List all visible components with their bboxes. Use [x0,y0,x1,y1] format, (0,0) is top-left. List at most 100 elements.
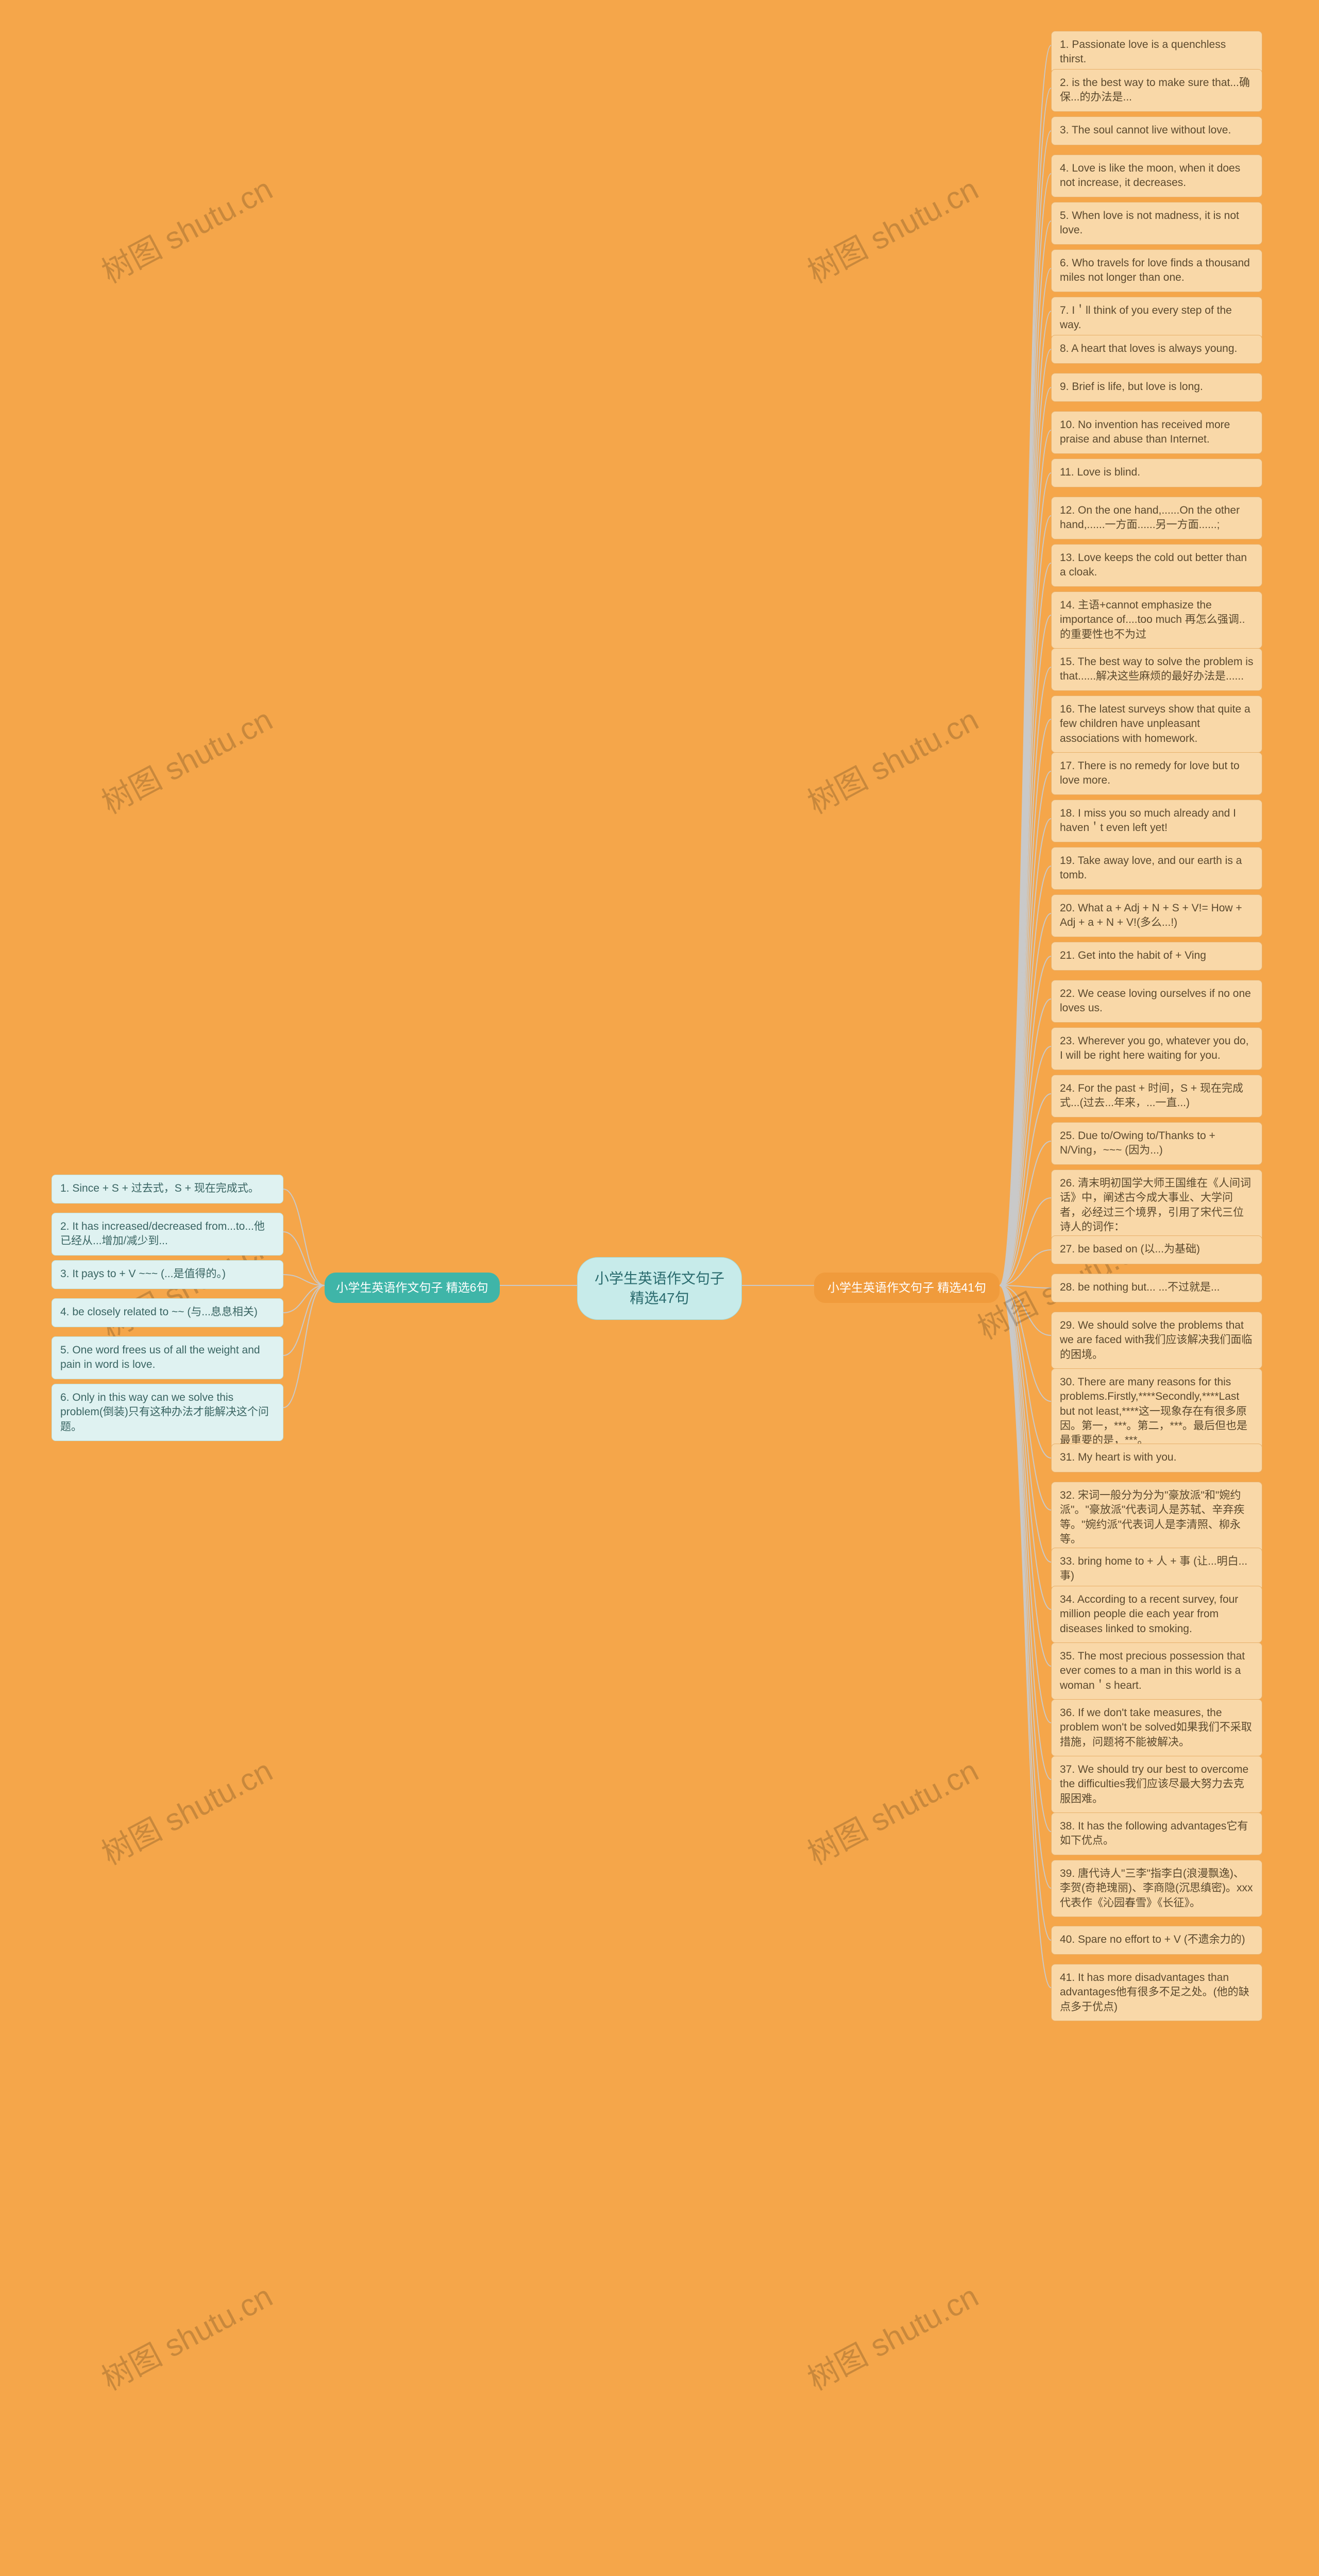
right-leaf-25: 25. Due to/Owing to/Thanks to + N/Ving，~… [1051,1122,1262,1165]
left-leaf-3-label: 3. It pays to + V ~~~ (...是值得的。) [60,1268,226,1280]
right-leaf-19-label: 19. Take away love, and our earth is a t… [1060,855,1242,881]
right-leaf-14-label: 14. 主语+cannot emphasize the importance o… [1060,599,1245,640]
right-leaf-38: 38. It has the following advantages它有如下优… [1051,1812,1262,1855]
right-leaf-33: 33. bring home to + 人 + 事 (让...明白...事) [1051,1548,1262,1590]
left-leaf-6: 6. Only in this way can we solve this pr… [52,1384,283,1441]
right-leaf-17-label: 17. There is no remedy for love but to l… [1060,760,1240,786]
right-leaf-30: 30. There are many reasons for this prob… [1051,1368,1262,1455]
right-leaf-2: 2. is the best way to make sure that...确… [1051,69,1262,112]
right-leaf-23-label: 23. Wherever you go, whatever you do, I … [1060,1035,1249,1061]
right-leaf-28: 28. be nothing but... ...不过就是... [1051,1274,1262,1302]
right-leaf-27: 27. be based on (以...为基础) [1051,1235,1262,1264]
right-leaf-26-label: 26. 清末明初国学大师王国维在《人间词话》中，阐述古今成大事业、大学问者，必经… [1060,1177,1251,1233]
right-leaf-18: 18. I miss you so much already and I hav… [1051,800,1262,842]
right-leaf-34: 34. According to a recent survey, four m… [1051,1586,1262,1643]
right-leaf-6-label: 6. Who travels for love finds a thousand… [1060,257,1250,283]
right-leaf-11: 11. Love is blind. [1051,459,1262,487]
right-leaf-36: 36. If we don't take measures, the probl… [1051,1699,1262,1756]
right-leaf-30-label: 30. There are many reasons for this prob… [1060,1376,1247,1446]
watermark: 树图 shutu.cn [799,2272,985,2399]
right-leaf-36-label: 36. If we don't take measures, the probl… [1060,1707,1252,1748]
right-leaf-9: 9. Brief is life, but love is long. [1051,373,1262,402]
right-leaf-41: 41. It has more disadvantages than advan… [1051,1964,1262,2021]
right-leaf-16-label: 16. The latest surveys show that quite a… [1060,703,1250,744]
right-leaf-5-label: 5. When love is not madness, it is not l… [1060,210,1239,236]
right-leaf-38-label: 38. It has the following advantages它有如下优… [1060,1820,1248,1846]
left-leaf-6-label: 6. Only in this way can we solve this pr… [60,1392,269,1433]
right-leaf-39-label: 39. 唐代诗人"三李"指李白(浪漫飘逸)、李贺(奇艳瑰丽)、李商隐(沉思缜密)… [1060,1868,1253,1909]
right-leaf-1-label: 1. Passionate love is a quenchless thirs… [1060,39,1226,65]
right-leaf-4-label: 4. Love is like the moon, when it does n… [1060,162,1240,189]
right-leaf-7: 7. I＇ll think of you every step of the w… [1051,297,1262,340]
watermark: 树图 shutu.cn [799,164,985,292]
watermark: 树图 shutu.cn [93,2272,279,2399]
left-leaf-5-label: 5. One word frees us of all the weight a… [60,1344,260,1370]
branch-right-label: 小学生英语作文句子 精选41句 [827,1281,986,1294]
right-leaf-34-label: 34. According to a recent survey, four m… [1060,1594,1238,1635]
right-leaf-40-label: 40. Spare no effort to + V (不遗余力的) [1060,1934,1245,1945]
right-leaf-21: 21. Get into the habit of + Ving [1051,942,1262,971]
right-leaf-12-label: 12. On the one hand,......On the other h… [1060,504,1240,531]
watermark: 树图 shutu.cn [799,695,985,822]
right-leaf-3-label: 3. The soul cannot live without love. [1060,124,1231,136]
right-leaf-9-label: 9. Brief is life, but love is long. [1060,381,1203,393]
right-leaf-8-label: 8. A heart that loves is always young. [1060,343,1237,354]
right-leaf-32-label: 32. 宋词一般分为分为"豪放派"和"婉约派"。"豪放派"代表词人是苏轼、辛弃疾… [1060,1489,1244,1545]
left-leaf-4-label: 4. be closely related to ~~ (与...息息相关) [60,1306,258,1318]
root-node-label: 小学生英语作文句子精选47句 [595,1270,724,1306]
right-leaf-29: 29. We should solve the problems that we… [1051,1312,1262,1369]
right-leaf-17: 17. There is no remedy for love but to l… [1051,752,1262,795]
right-leaf-21-label: 21. Get into the habit of + Ving [1060,950,1206,961]
right-leaf-41-label: 41. It has more disadvantages than advan… [1060,1972,1249,2013]
root-node: 小学生英语作文句子精选47句 [577,1257,742,1320]
right-leaf-24-label: 24. For the past + 时间，S + 现在完成式...(过去...… [1060,1082,1243,1109]
right-leaf-39: 39. 唐代诗人"三李"指李白(浪漫飘逸)、李贺(奇艳瑰丽)、李商隐(沉思缜密)… [1051,1860,1262,1917]
left-leaf-5: 5. One word frees us of all the weight a… [52,1336,283,1379]
right-leaf-7-label: 7. I＇ll think of you every step of the w… [1060,304,1232,331]
right-leaf-2-label: 2. is the best way to make sure that...确… [1060,77,1250,103]
right-leaf-31-label: 31. My heart is with you. [1060,1451,1176,1463]
left-leaf-2-label: 2. It has increased/decreased from...to.… [60,1221,265,1247]
right-leaf-16: 16. The latest surveys show that quite a… [1051,696,1262,753]
watermark: 树图 shutu.cn [93,695,279,822]
right-leaf-6: 6. Who travels for love finds a thousand… [1051,249,1262,292]
right-leaf-40: 40. Spare no effort to + V (不遗余力的) [1051,1926,1262,1955]
right-leaf-25-label: 25. Due to/Owing to/Thanks to + N/Ving，~… [1060,1130,1215,1156]
right-leaf-5: 5. When love is not madness, it is not l… [1051,202,1262,245]
right-leaf-8: 8. A heart that loves is always young. [1051,335,1262,364]
right-leaf-11-label: 11. Love is blind. [1060,466,1140,478]
left-leaf-1: 1. Since + S + 过去式，S + 现在完成式。 [52,1175,283,1204]
watermark: 树图 shutu.cn [93,1746,279,1873]
right-leaf-10: 10. No invention has received more prais… [1051,411,1262,454]
right-leaf-13: 13. Love keeps the cold out better than … [1051,544,1262,587]
right-leaf-20: 20. What a + Adj + N + S + V!= How + Adj… [1051,894,1262,937]
right-leaf-10-label: 10. No invention has received more prais… [1060,419,1230,445]
right-leaf-14: 14. 主语+cannot emphasize the importance o… [1051,591,1262,649]
right-leaf-13-label: 13. Love keeps the cold out better than … [1060,552,1247,578]
right-leaf-18-label: 18. I miss you so much already and I hav… [1060,807,1236,834]
right-leaf-22-label: 22. We cease loving ourselves if no one … [1060,988,1251,1014]
left-leaf-4: 4. be closely related to ~~ (与...息息相关) [52,1298,283,1327]
right-leaf-1: 1. Passionate love is a quenchless thirs… [1051,31,1262,74]
watermark: 树图 shutu.cn [93,164,279,292]
left-leaf-1-label: 1. Since + S + 过去式，S + 现在完成式。 [60,1182,259,1194]
right-leaf-15: 15. The best way to solve the problem is… [1051,648,1262,691]
right-leaf-26: 26. 清末明初国学大师王国维在《人间词话》中，阐述古今成大事业、大学问者，必经… [1051,1170,1262,1241]
right-leaf-22: 22. We cease loving ourselves if no one … [1051,980,1262,1023]
watermark: 树图 shutu.cn [799,1746,985,1873]
right-leaf-19: 19. Take away love, and our earth is a t… [1051,847,1262,890]
right-leaf-31: 31. My heart is with you. [1051,1444,1262,1472]
right-leaf-27-label: 27. be based on (以...为基础) [1060,1243,1200,1255]
right-leaf-20-label: 20. What a + Adj + N + S + V!= How + Adj… [1060,902,1242,928]
right-leaf-28-label: 28. be nothing but... ...不过就是... [1060,1281,1220,1293]
right-leaf-29-label: 29. We should solve the problems that we… [1060,1319,1252,1361]
left-leaf-3: 3. It pays to + V ~~~ (...是值得的。) [52,1260,283,1289]
right-leaf-3: 3. The soul cannot live without love. [1051,116,1262,145]
right-leaf-4: 4. Love is like the moon, when it does n… [1051,155,1262,197]
right-leaf-15-label: 15. The best way to solve the problem is… [1060,656,1253,682]
left-leaf-2: 2. It has increased/decreased from...to.… [52,1213,283,1256]
right-leaf-35-label: 35. The most precious possession that ev… [1060,1650,1245,1691]
right-leaf-12: 12. On the one hand,......On the other h… [1051,497,1262,539]
branch-left-label: 小学生英语作文句子 精选6句 [336,1281,488,1294]
branch-right: 小学生英语作文句子 精选41句 [814,1273,1000,1303]
